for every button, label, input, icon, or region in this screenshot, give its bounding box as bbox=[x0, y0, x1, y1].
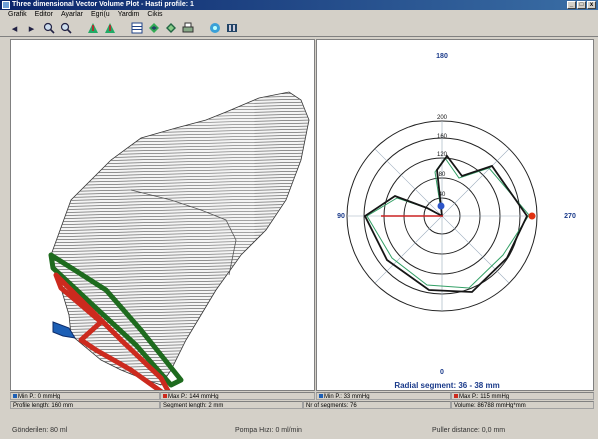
right-min-pressure: Min P.: 33 mmHg bbox=[316, 392, 451, 400]
mesh-contour-line bbox=[51, 188, 309, 196]
mesh-contour-line bbox=[51, 215, 309, 223]
blue-dot-icon bbox=[319, 394, 323, 399]
green-vector-ring bbox=[48, 252, 184, 388]
menu-ayarlar[interactable]: Ayarlar bbox=[60, 11, 84, 18]
mesh-contour-line bbox=[51, 182, 309, 190]
segment-length: Segment length: 2 mm bbox=[160, 401, 303, 409]
mesh-contour-line bbox=[51, 209, 309, 217]
mesh-contour-line bbox=[51, 362, 309, 370]
polar-label-right: 270 bbox=[564, 213, 576, 220]
profile-info-row: Profile length: 160 mm Segment length: 2… bbox=[10, 401, 594, 409]
maximize-button[interactable]: □ bbox=[577, 1, 586, 9]
segment-count: Nr of segments: 76 bbox=[303, 401, 451, 409]
close-button[interactable]: x bbox=[587, 1, 596, 9]
mesh-contour-line bbox=[51, 227, 309, 235]
minimize-button[interactable]: _ bbox=[567, 1, 576, 9]
polar-label-left: 90 bbox=[337, 213, 345, 220]
app-icon bbox=[2, 1, 10, 9]
catheter-marker bbox=[52, 321, 76, 339]
black-profile-line bbox=[363, 154, 529, 293]
green-profile-line bbox=[366, 157, 530, 289]
mesh-outline bbox=[50, 91, 310, 386]
puller-distance: Puller distance: 0,0 mm bbox=[432, 427, 506, 434]
max-point-marker bbox=[528, 212, 536, 220]
title-bar: Three dimensional Vector Volume Plot - H… bbox=[0, 0, 598, 10]
sent-volume: Gönderilen: 80 ml bbox=[12, 427, 68, 434]
red-dot-icon bbox=[163, 394, 167, 399]
pump-speed: Pompa Hızı: 0 ml/min bbox=[235, 427, 302, 434]
mesh-contour-line bbox=[51, 197, 309, 205]
polar-plot-panel[interactable]: 180 90 270 0 40 80 120 160 200 Radial se… bbox=[316, 39, 594, 391]
polar-grid bbox=[346, 120, 538, 312]
film-icon[interactable] bbox=[225, 22, 238, 35]
mesh-contour-line bbox=[51, 194, 309, 202]
ring-label-80: 80 bbox=[439, 172, 446, 178]
menu-bar: Grafik Editor Ayarlar Egri(u Yardim Ciki… bbox=[0, 10, 598, 20]
left-max-pressure: Max P.: 144 mmHg bbox=[160, 392, 315, 400]
bottom-status-bar: Gönderilen: 80 ml Pompa Hızı: 0 ml/min P… bbox=[0, 423, 598, 439]
pressure-status-row: Min P.: 0 mmHg Max P.: 144 mmHg Min P.: … bbox=[10, 392, 594, 400]
rotate-right-icon[interactable] bbox=[103, 22, 116, 35]
menu-egri[interactable]: Egri(u bbox=[91, 11, 110, 18]
toolbar: ◂ ▸ bbox=[0, 20, 598, 37]
mesh-contour-line bbox=[51, 221, 309, 229]
rotate-3d-icon[interactable] bbox=[164, 22, 177, 35]
mesh-contour-line bbox=[51, 212, 309, 220]
mesh-ridge-line bbox=[130, 189, 237, 276]
mesh-contour-line bbox=[51, 179, 309, 187]
red-vector-ring bbox=[53, 272, 176, 403]
info-icon[interactable] bbox=[208, 22, 221, 35]
polar-plot[interactable]: 180 90 270 0 40 80 120 160 200 Radial se… bbox=[317, 40, 593, 390]
3d-view-icon[interactable] bbox=[147, 22, 160, 35]
mesh-contour-line bbox=[51, 359, 309, 367]
polar-label-bottom: 0 bbox=[440, 369, 444, 376]
profile-length: Profile length: 160 mm bbox=[10, 401, 160, 409]
zoom-out-icon[interactable] bbox=[59, 22, 72, 35]
mesh-contour-line bbox=[51, 92, 309, 94]
menu-editor[interactable]: Editor bbox=[34, 11, 53, 18]
mesh-contour-line bbox=[51, 218, 309, 226]
menu-cikis[interactable]: Cikis bbox=[147, 11, 163, 18]
volume-value: Volume: 86788 mmHg*mm bbox=[451, 401, 594, 409]
ring-label-200: 200 bbox=[437, 115, 448, 121]
right-max-pressure: Max P.: 115 mmHg bbox=[451, 392, 594, 400]
ring-label-160: 160 bbox=[437, 134, 448, 140]
arrow-left-icon[interactable]: ◂ bbox=[11, 22, 18, 35]
menu-yardim[interactable]: Yardim bbox=[117, 11, 140, 18]
mesh-contour-line bbox=[51, 206, 309, 214]
mesh-contour-line bbox=[51, 191, 309, 199]
menu-grafik[interactable]: Grafik bbox=[8, 11, 27, 18]
polar-label-top: 180 bbox=[436, 53, 448, 60]
left-min-pressure: Min P.: 0 mmHg bbox=[10, 392, 160, 400]
mesh-contour-line bbox=[51, 203, 309, 211]
print-icon[interactable] bbox=[181, 22, 194, 35]
mesh-contour-line bbox=[51, 185, 309, 193]
volume-plot[interactable] bbox=[11, 40, 314, 403]
mesh-contour-line bbox=[51, 224, 309, 232]
grid-icon[interactable] bbox=[130, 22, 143, 35]
blue-dot-icon bbox=[13, 394, 17, 399]
zoom-in-icon[interactable] bbox=[42, 22, 55, 35]
mesh-contour-line bbox=[51, 92, 309, 97]
mesh-contour-line bbox=[51, 200, 309, 208]
min-point-marker bbox=[437, 202, 445, 210]
arrow-right-icon[interactable]: ▸ bbox=[28, 22, 35, 35]
ring-label-40: 40 bbox=[439, 192, 446, 198]
volume-plot-panel[interactable] bbox=[10, 39, 315, 403]
window-title: Three dimensional Vector Volume Plot - H… bbox=[12, 1, 194, 8]
mesh-contour-line bbox=[41, 84, 311, 90]
red-dot-icon bbox=[454, 394, 458, 399]
rotate-left-icon[interactable] bbox=[86, 22, 99, 35]
ring-label-120: 120 bbox=[437, 152, 448, 158]
radial-segment-caption: Radial segment: 36 - 38 mm bbox=[394, 381, 499, 390]
